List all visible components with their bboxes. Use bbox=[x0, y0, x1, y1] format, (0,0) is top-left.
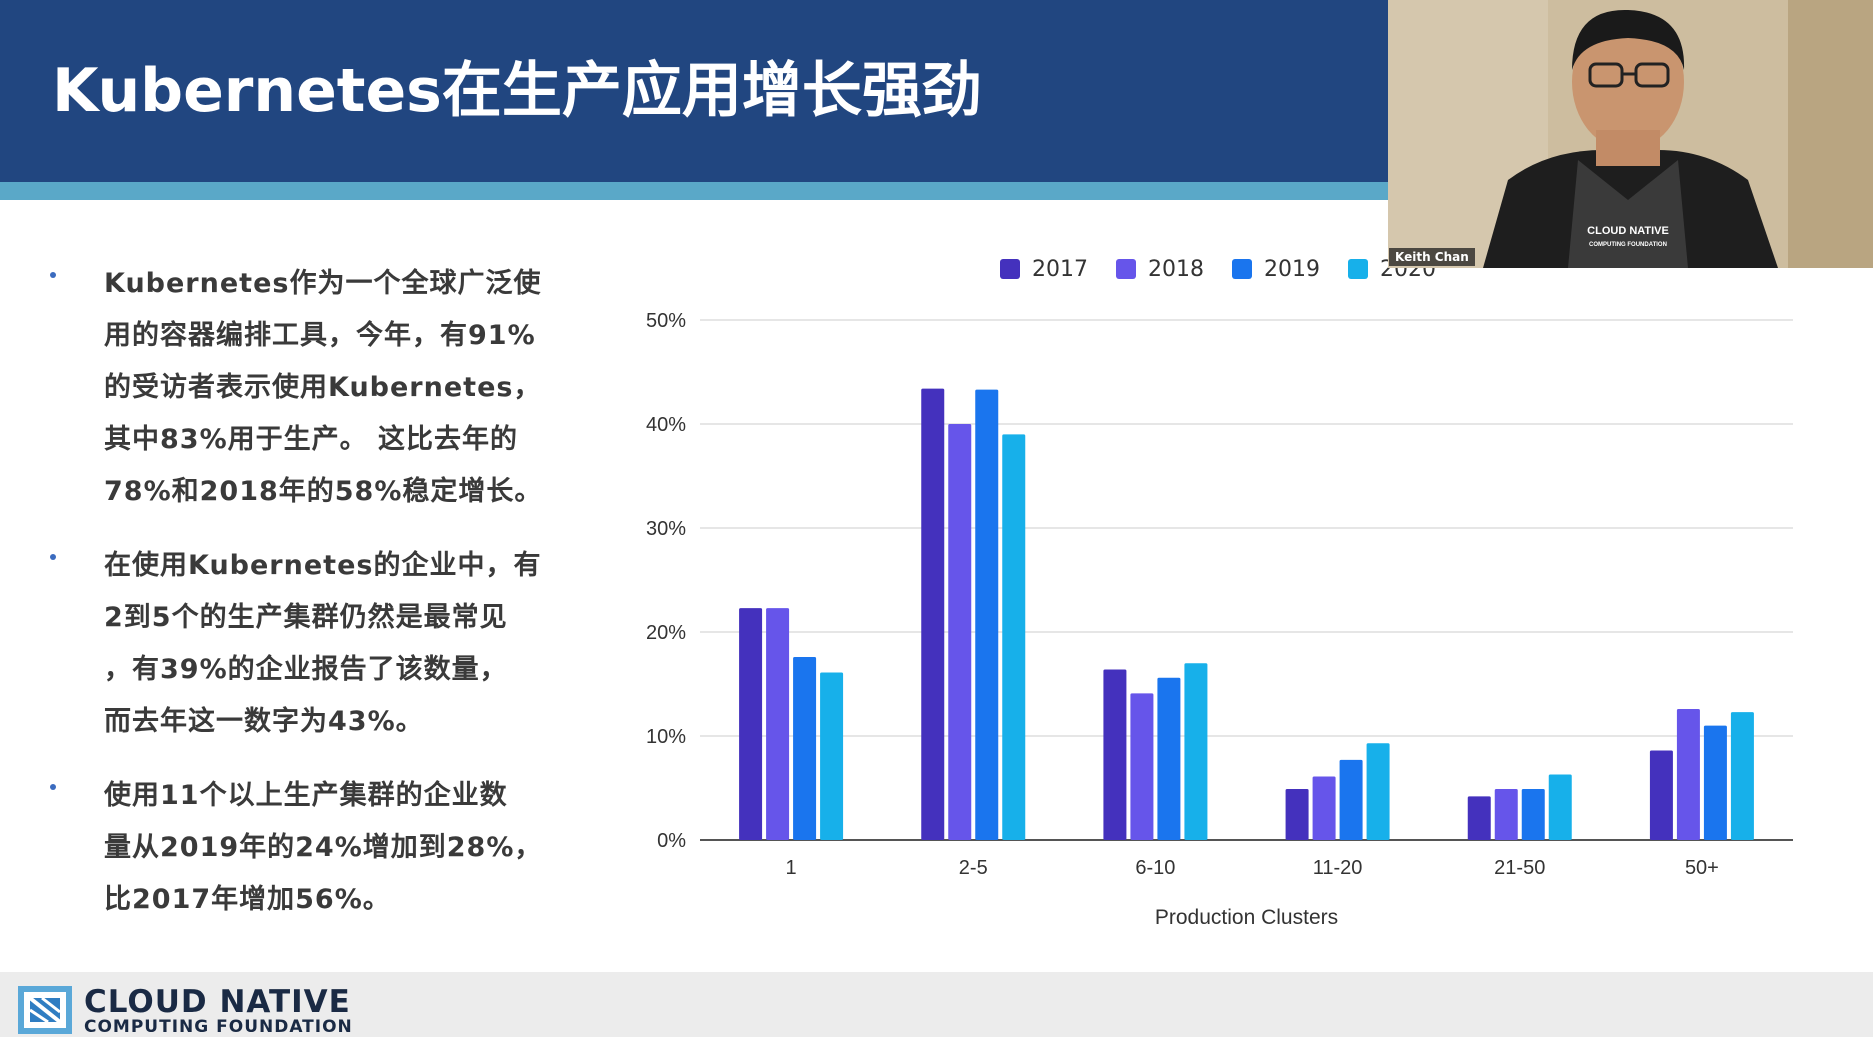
bar-2018-1 bbox=[766, 608, 790, 840]
legend-swatch-2017 bbox=[1000, 259, 1020, 279]
bullet-line: 而去年这一数字为43%。 bbox=[104, 706, 424, 737]
bar-2020-11-20 bbox=[1366, 743, 1390, 840]
bullet-dot-icon bbox=[50, 784, 56, 790]
shirt-logo-subtext: COMPUTING FOUNDATION bbox=[1589, 242, 1667, 248]
legend-label-2017: 2017 bbox=[1032, 256, 1088, 282]
x-tick-label: 21-50 bbox=[1494, 857, 1545, 879]
bullet-line: ，有39%的企业报告了该数量， bbox=[104, 654, 508, 685]
bullet-line: 其中83%用于生产。 这比去年的 bbox=[104, 424, 519, 455]
x-tick-label: 1 bbox=[786, 857, 797, 879]
bar-chart-svg: 0% 10% 20% 30% 40% 50% 1 2-5 6-10 11-20 21-50 50+ Pr… bbox=[646, 310, 1793, 929]
bullet-line: 量从2019年的24%增加到28%， bbox=[104, 832, 543, 863]
bullet-line: 的受访者表示使用Kubernetes， bbox=[104, 372, 542, 403]
cncf-logo-icon bbox=[18, 986, 72, 1034]
bar-2019-2-5 bbox=[975, 389, 999, 840]
bullet-item: 使用11个以上生产集群的企业数 量从2019年的24%增加到28%， 比2017… bbox=[40, 770, 560, 926]
x-tick-label: 2-5 bbox=[959, 857, 988, 879]
x-axis-title: Production Clusters bbox=[1155, 906, 1338, 929]
y-tick-label: 10% bbox=[646, 726, 686, 748]
footer-org-subtitle: COMPUTING FOUNDATION bbox=[84, 1017, 353, 1037]
bar-2018-21-50 bbox=[1494, 789, 1518, 840]
footer-org-name: CLOUD NATIVE bbox=[84, 984, 351, 1020]
bar-chart: 0% 10% 20% 30% 40% 50% 1 2-5 6-10 11-20 21-50 50+ Pr… bbox=[620, 240, 1820, 960]
webcam-video-tile[interactable]: CLOUD NATIVE COMPUTING FOUNDATION bbox=[1388, 0, 1873, 268]
bar-2020-2-5 bbox=[1002, 434, 1026, 840]
bar-2020-1 bbox=[820, 672, 844, 840]
bar-2018-50+ bbox=[1676, 708, 1700, 840]
legend-swatch-2020 bbox=[1348, 259, 1368, 279]
bar-2018-2-5 bbox=[948, 424, 972, 840]
bar-2019-50+ bbox=[1703, 725, 1727, 840]
bar-2017-50+ bbox=[1649, 750, 1673, 840]
bar-2017-11-20 bbox=[1285, 789, 1309, 840]
bullet-line: Kubernetes作为一个全球广泛使 bbox=[104, 268, 542, 299]
bullet-line: 比2017年增加56%。 bbox=[104, 884, 391, 915]
bullet-item: Kubernetes作为一个全球广泛使 用的容器编排工具，今年，有91% 的受访… bbox=[40, 258, 560, 518]
y-tick-label: 30% bbox=[646, 518, 686, 540]
x-tick-label: 50+ bbox=[1685, 857, 1719, 879]
bullet-list: Kubernetes作为一个全球广泛使 用的容器编排工具，今年，有91% 的受访… bbox=[40, 258, 560, 948]
bar-2020-6-10 bbox=[1184, 663, 1208, 840]
bar-2020-50+ bbox=[1730, 712, 1754, 840]
legend-swatch-2019 bbox=[1232, 259, 1252, 279]
bullet-line: 78%和2018年的58%稳定增长。 bbox=[104, 476, 543, 507]
slide-title: Kubernetes在生产应用增长强劲 bbox=[52, 56, 982, 126]
shirt-logo-text: CLOUD NATIVE bbox=[1587, 225, 1669, 237]
bar-2019-1 bbox=[793, 656, 817, 840]
bullet-line: 在使用Kubernetes的企业中，有 bbox=[104, 550, 542, 581]
legend-swatch-2018 bbox=[1116, 259, 1136, 279]
x-tick-label: 6-10 bbox=[1135, 857, 1175, 879]
bar-2019-11-20 bbox=[1339, 759, 1363, 840]
x-tick-label: 11-20 bbox=[1313, 857, 1363, 879]
bar-2019-6-10 bbox=[1157, 677, 1181, 840]
y-tick-label: 50% bbox=[646, 310, 686, 332]
bar-2018-6-10 bbox=[1130, 693, 1154, 840]
bar-2020-21-50 bbox=[1548, 774, 1572, 840]
bullet-dot-icon bbox=[50, 272, 56, 278]
bullet-line: 用的容器编排工具，今年，有91% bbox=[104, 320, 536, 351]
legend-item-2017: 2017 bbox=[1000, 257, 1088, 282]
bar-2017-6-10 bbox=[1103, 669, 1127, 840]
legend-label-2019: 2019 bbox=[1264, 256, 1320, 282]
bar-2017-1 bbox=[739, 608, 763, 840]
y-tick-label: 0% bbox=[657, 830, 686, 852]
legend-label-2018: 2018 bbox=[1148, 256, 1204, 282]
participant-name-label: Keith Chan bbox=[1389, 248, 1475, 266]
bullet-item: 在使用Kubernetes的企业中，有 2到5个的生产集群仍然是最常见 ，有39… bbox=[40, 540, 560, 748]
bar-2018-11-20 bbox=[1312, 776, 1336, 840]
bullet-dot-icon bbox=[50, 554, 56, 560]
y-tick-label: 40% bbox=[646, 414, 686, 436]
bar-2019-21-50 bbox=[1521, 789, 1545, 840]
bullet-line: 2到5个的生产集群仍然是最常见 bbox=[104, 602, 508, 633]
bar-2017-21-50 bbox=[1467, 796, 1491, 840]
presenter-video-frame: CLOUD NATIVE COMPUTING FOUNDATION bbox=[1388, 0, 1873, 268]
legend-item-2018: 2018 bbox=[1116, 257, 1204, 282]
legend-item-2019: 2019 bbox=[1232, 257, 1320, 282]
bullet-line: 使用11个以上生产集群的企业数 bbox=[104, 780, 508, 811]
bar-2017-2-5 bbox=[921, 388, 945, 840]
y-tick-label: 20% bbox=[646, 622, 686, 644]
footer-bar bbox=[0, 972, 1873, 1037]
